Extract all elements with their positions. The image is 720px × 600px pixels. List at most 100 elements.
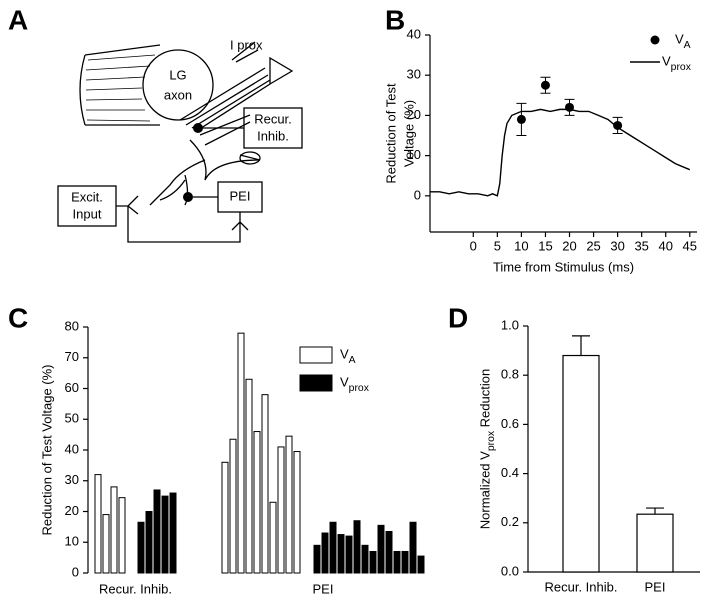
line-series — [430, 108, 691, 197]
error-bar — [572, 335, 590, 356]
diagram-label: Recur. — [254, 111, 292, 126]
y-axis-label: Reduction of Test Voltage (%) — [39, 364, 54, 535]
error-bar — [646, 507, 664, 515]
y-tick-label: 0 — [72, 564, 79, 579]
diagram-label: Excit. — [71, 189, 103, 204]
bar — [161, 495, 169, 574]
bar — [337, 534, 345, 574]
y-tick-label: 0.4 — [501, 465, 519, 480]
y-tick-label: 1.0 — [501, 317, 519, 332]
bar — [369, 550, 377, 574]
bar — [245, 378, 253, 574]
y-tick-label: 0.2 — [501, 514, 519, 529]
diagram: A LG axon I prox Recur. Inhib. PEI Excit… — [8, 4, 303, 243]
neuron-tree — [149, 139, 261, 206]
iprox-arrows — [231, 41, 259, 63]
data-point — [540, 80, 550, 90]
bar — [329, 521, 337, 574]
bar — [221, 461, 229, 574]
bar — [401, 550, 409, 574]
connector — [116, 195, 249, 243]
synapse — [183, 192, 193, 202]
bar — [361, 544, 369, 574]
panel-label: C — [8, 302, 28, 333]
chart-panel: B 0 10 20 30 40 0 5 10 15 20 25 30 35 40 45 Time from St… — [383, 4, 697, 274]
x-tick-label: 5 — [494, 238, 501, 253]
data-point — [613, 120, 623, 130]
bar — [377, 524, 385, 574]
synapse — [193, 123, 203, 133]
y-axis-label: Reduction of Test — [383, 83, 398, 184]
y-tick-label: 0 — [414, 187, 421, 202]
bar — [153, 489, 161, 574]
axon-section — [142, 49, 214, 121]
diagram-label: LG — [169, 67, 186, 82]
soma — [239, 151, 261, 165]
axon-hatch — [85, 54, 156, 122]
panel-label: D — [448, 302, 468, 333]
y-tick-label: 30 — [407, 67, 421, 82]
bar — [277, 446, 285, 574]
y-axis-label: Normalized Vprox Reduction — [477, 369, 497, 529]
bar — [110, 486, 118, 574]
bar — [285, 435, 293, 574]
bar — [409, 521, 417, 574]
diagram-label: axon — [164, 87, 192, 102]
legend-label: Vprox — [662, 53, 692, 73]
y-tick-label: 20 — [65, 503, 79, 518]
y-tick-label: 0.0 — [501, 563, 519, 578]
bar — [94, 474, 102, 574]
bar — [636, 513, 674, 573]
bar — [145, 511, 153, 574]
y-tick-label: 50 — [65, 411, 79, 426]
bar — [269, 501, 277, 574]
x-tick-label: 45 — [683, 238, 697, 253]
bar — [353, 520, 361, 574]
bar — [137, 521, 145, 574]
axon-branches — [179, 56, 294, 146]
chart-panel: C 0 10 20 30 40 50 60 70 80 Recur. Inhib. PEI Reduct… — [8, 302, 425, 596]
x-tick-label: 25 — [586, 238, 600, 253]
x-tick-label: 35 — [634, 238, 648, 253]
bar — [321, 532, 329, 574]
legend-label: Vprox — [340, 374, 370, 394]
bar — [417, 555, 425, 574]
bar — [229, 438, 237, 574]
y-tick-label: 10 — [65, 534, 79, 549]
bar — [102, 514, 110, 574]
y-tick-label: 10 — [407, 147, 421, 162]
y-tick-label: 0.6 — [501, 416, 519, 431]
bar — [169, 492, 177, 574]
x-tick-label: PEI — [645, 579, 666, 594]
data-point — [516, 114, 526, 124]
bar — [345, 535, 353, 574]
panel-label: A — [8, 4, 28, 35]
legend-marker — [650, 35, 660, 45]
legend-label: VA — [675, 31, 691, 51]
bar — [118, 497, 126, 574]
bar — [313, 544, 321, 574]
y-tick-label: 70 — [65, 349, 79, 364]
diagram-label: Input — [73, 206, 102, 221]
y-tick-label: 20 — [407, 107, 421, 122]
bar — [293, 451, 301, 574]
x-tick-label: 10 — [514, 238, 528, 253]
x-tick-label: 30 — [610, 238, 624, 253]
bar — [562, 354, 600, 573]
legend-swatch — [299, 374, 333, 392]
bar — [261, 394, 269, 574]
x-tick-label: 40 — [658, 238, 672, 253]
x-tick-label: Recur. Inhib. — [99, 581, 172, 596]
x-axis-label: Time from Stimulus (ms) — [493, 259, 634, 274]
y-tick-label: 30 — [65, 472, 79, 487]
x-tick-label: 20 — [562, 238, 576, 253]
y-tick-label: 60 — [65, 380, 79, 395]
bar — [237, 332, 245, 574]
diagram-label: I prox — [230, 37, 263, 52]
panel-label: B — [385, 4, 405, 35]
diagram-label: PEI — [230, 188, 251, 203]
x-tick-label: Recur. Inhib. — [545, 579, 618, 594]
diagram-label: Inhib. — [257, 128, 289, 143]
legend-swatch — [299, 346, 333, 364]
